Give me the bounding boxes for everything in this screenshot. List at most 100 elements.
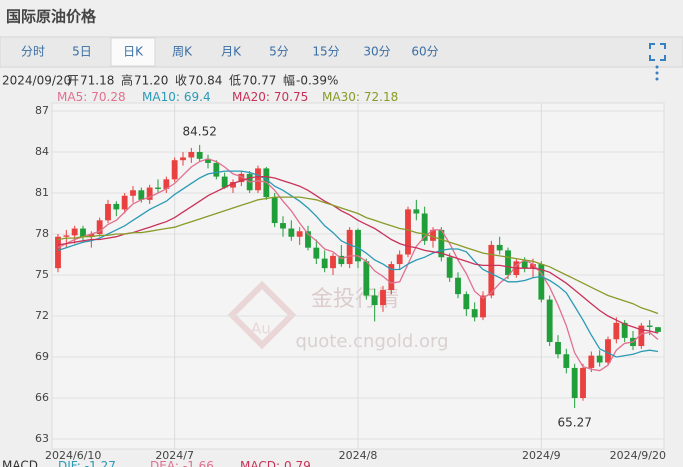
candle-body [255,168,261,191]
tab[interactable]: 周K [172,45,193,59]
tab[interactable]: 5分 [269,45,289,59]
candle-body [638,325,645,347]
candle-body [488,244,495,296]
tab[interactable]: 月K [221,45,242,59]
candle-body [496,244,503,251]
macd-item: DEA: -1.66 [150,459,214,467]
candle-body [413,209,420,214]
candle-body [371,295,378,306]
macd-item: MACD: 0.79 [240,459,311,467]
candle-body [305,231,311,248]
high-annotation: 84.52 [182,124,216,138]
tab[interactable]: 15分 [312,45,339,59]
tab-label: 30分 [363,45,390,59]
watermark-logo: Au [227,280,297,350]
candle-body [405,209,411,255]
candle-body [271,197,278,224]
macd-value: 0.79 [284,459,311,467]
low-annotation: 65.27 [557,415,591,429]
candle-body [196,152,203,159]
candle-body [505,250,511,275]
tab[interactable]: 60分 [411,45,438,59]
macd-value: -1.66 [183,459,214,467]
candle-body [363,261,370,296]
ma-line [57,170,659,358]
legend-entry: MA20: 70.75 [232,90,308,104]
y-tick-label: 84 [35,145,49,158]
tab-label: 周K [172,45,193,59]
candle-body [113,203,120,210]
candle-body [388,264,395,291]
x-tick-label: 2024/9/20 [610,449,666,462]
tab[interactable]: 分时 [21,45,45,59]
y-tick-label: 66 [35,391,49,404]
macd-item: DIF: -1.27 [58,459,116,467]
tab[interactable]: 5日 [72,45,92,59]
info-name: 高 [121,73,133,88]
legend-value: 72.18 [364,90,398,104]
candle-body [330,255,336,269]
info-value: -0.39% [296,74,338,88]
candle-body [138,190,145,200]
candle-body [105,203,111,221]
tab[interactable]: 30分 [363,45,390,59]
candle-body [471,309,478,318]
candle-body [530,264,536,269]
y-tick-label: 87 [35,104,49,117]
legend-value: 70.75 [274,90,308,104]
candle-body [96,220,103,234]
menu-dots[interactable] [655,65,659,81]
tab-label: 分时 [21,45,45,59]
candle-body [338,255,345,265]
ma-line [57,196,659,315]
legend-name: MA5: [57,90,87,104]
legend-entry: MA10: 69.4 [142,90,211,104]
ma-line [57,158,659,372]
tab-selected-bg [110,37,156,67]
y-tick-label: 69 [35,350,49,363]
info-value: 71.20 [134,74,168,88]
candle-body [230,182,236,188]
info-value: 71.18 [80,74,114,88]
watermark-url: quote.cngold.org [295,331,448,352]
candle-body [155,187,161,189]
tab-label: 日K [123,45,144,59]
candle-body [546,299,553,342]
candle-body [555,341,561,355]
candle-body [463,294,470,310]
ma-line [57,175,659,334]
candle-body [280,223,286,229]
svg-text:Au: Au [251,320,271,338]
candle-body [55,236,61,269]
candle-body [188,152,195,158]
legend-value: 69.4 [184,90,211,104]
info-value: 70.77 [242,74,276,88]
x-tick-label: 2024/9 [522,449,561,462]
tab[interactable]: 日K [110,37,156,67]
tab-label: 15分 [312,45,339,59]
tab-label: 5日 [72,45,92,59]
candle-body [321,258,328,269]
candle-body [646,325,653,327]
candle-body [355,229,361,262]
candle-body [596,355,603,363]
candle-body [296,231,303,237]
info-value: 70.84 [188,74,222,88]
candle-body [438,229,445,258]
y-tick-label: 75 [35,268,49,281]
y-tick-label: 72 [35,309,49,322]
macd-name: MACD: [240,459,280,467]
fullscreen-icon[interactable] [649,43,666,61]
macd-value: -1.27 [85,459,116,467]
candle-body [613,322,620,340]
tab-label: 5分 [269,45,289,59]
candle-body [180,157,186,161]
candle-body [163,179,170,189]
candle-body [380,290,386,306]
candle-body [313,247,320,259]
candle-body [130,190,136,196]
x-tick-label: 2024/7 [155,449,194,462]
candle-body [605,339,611,363]
tab-bar [0,36,683,68]
